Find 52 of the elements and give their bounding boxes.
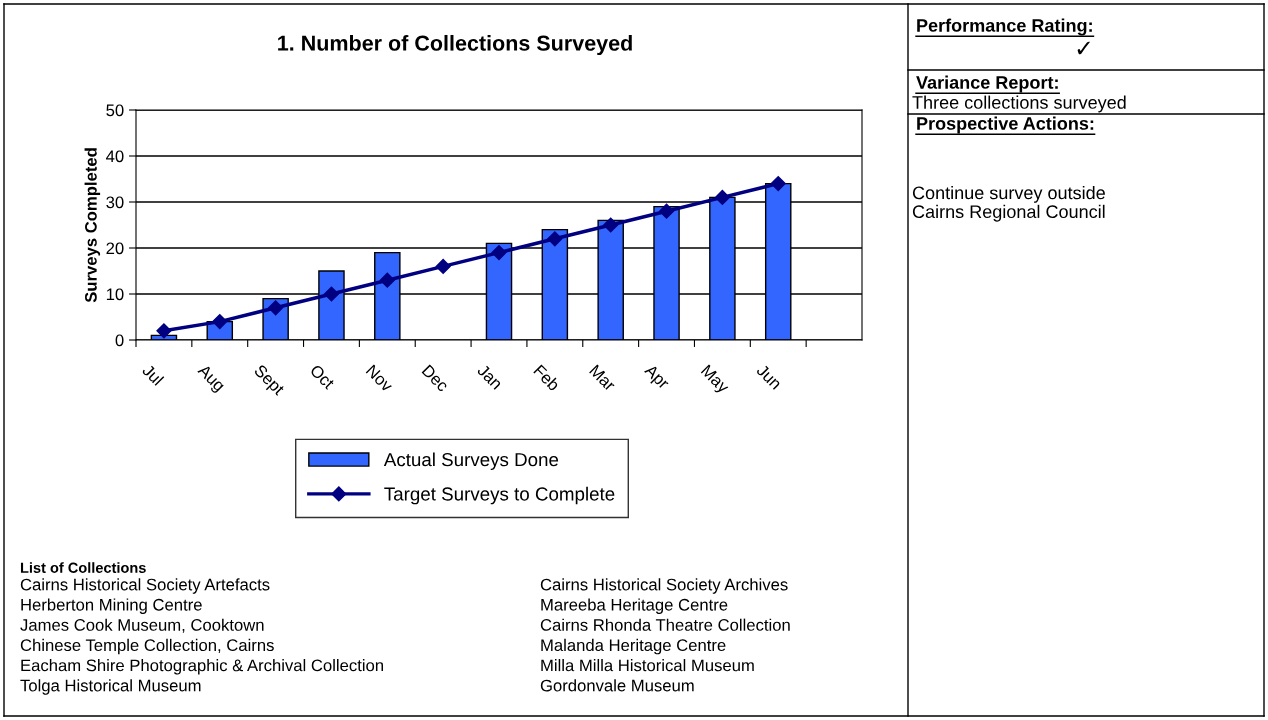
text: Herberton Mining Centre xyxy=(21,598,202,614)
point xyxy=(379,272,395,288)
point xyxy=(491,245,507,261)
text: List of Collections xyxy=(20,562,146,573)
x-tick-label: Apr xyxy=(641,363,671,393)
text: Eacham Shire Photographic & Archival Collection xyxy=(21,659,383,675)
point xyxy=(658,203,675,219)
text: Mareeba Heritage Centre xyxy=(541,598,728,614)
text: Cairns Rhonda Theatre Collection xyxy=(540,618,790,631)
x-tick-label: Nov xyxy=(365,364,394,393)
point xyxy=(435,258,451,274)
x-tick-label: Jun xyxy=(755,363,783,390)
y-tick-label: 50 xyxy=(106,104,124,117)
text: Chinese Temple Collection, Cairns xyxy=(20,638,274,655)
x-tick-label: Dec xyxy=(421,364,450,393)
chart-title: 1. Number of Collections Surveyed xyxy=(278,34,632,56)
text: Cairns Historical Society Archives xyxy=(540,578,788,594)
text: Variance Report: xyxy=(916,75,1058,93)
x-tick-label: May xyxy=(698,364,731,397)
text: Three collections surveyed xyxy=(912,95,1126,113)
point xyxy=(323,286,340,302)
y-tick-label: 10 xyxy=(106,288,124,301)
x-tick-label: Aug xyxy=(194,363,226,395)
point xyxy=(547,231,563,247)
y-axis-title: Surveys Completed xyxy=(84,148,101,303)
point xyxy=(268,300,284,316)
point xyxy=(156,323,172,339)
text: Continue survey outside Cairns Regional Council xyxy=(912,186,1105,222)
x-tick-label: Jan xyxy=(476,363,503,390)
text: James Cook Museum, Cooktown xyxy=(20,618,264,633)
text: ✓ xyxy=(1077,41,1090,55)
legend-label: Target Surveys to Complete xyxy=(384,486,615,505)
text: Performance Rating: xyxy=(917,18,1092,36)
legend-label: Actual Surveys Done xyxy=(383,452,559,470)
x-tick-label: Oct xyxy=(309,363,336,390)
text: Prospective Actions: xyxy=(917,116,1094,134)
text: Gordonvale Museum xyxy=(540,679,694,692)
text: Malanda Heritage Centre xyxy=(541,638,726,655)
point xyxy=(212,314,228,330)
x-tick-label: Jul xyxy=(141,363,165,386)
point xyxy=(603,217,619,233)
point xyxy=(714,189,730,205)
text: Tolga Historical Museum xyxy=(20,679,201,695)
y-tick-label: 30 xyxy=(106,196,124,209)
point xyxy=(770,176,786,192)
text: Milla Milla Historical Museum xyxy=(541,659,754,672)
y-tick-label: 40 xyxy=(106,150,124,163)
text: Cairns Historical Society Artefacts xyxy=(20,578,270,594)
y-tick-label: 0 xyxy=(115,334,124,347)
x-tick-label: Mar xyxy=(589,364,617,392)
x-tick-label: Feb xyxy=(533,363,561,392)
y-tick-label: 20 xyxy=(106,242,124,255)
